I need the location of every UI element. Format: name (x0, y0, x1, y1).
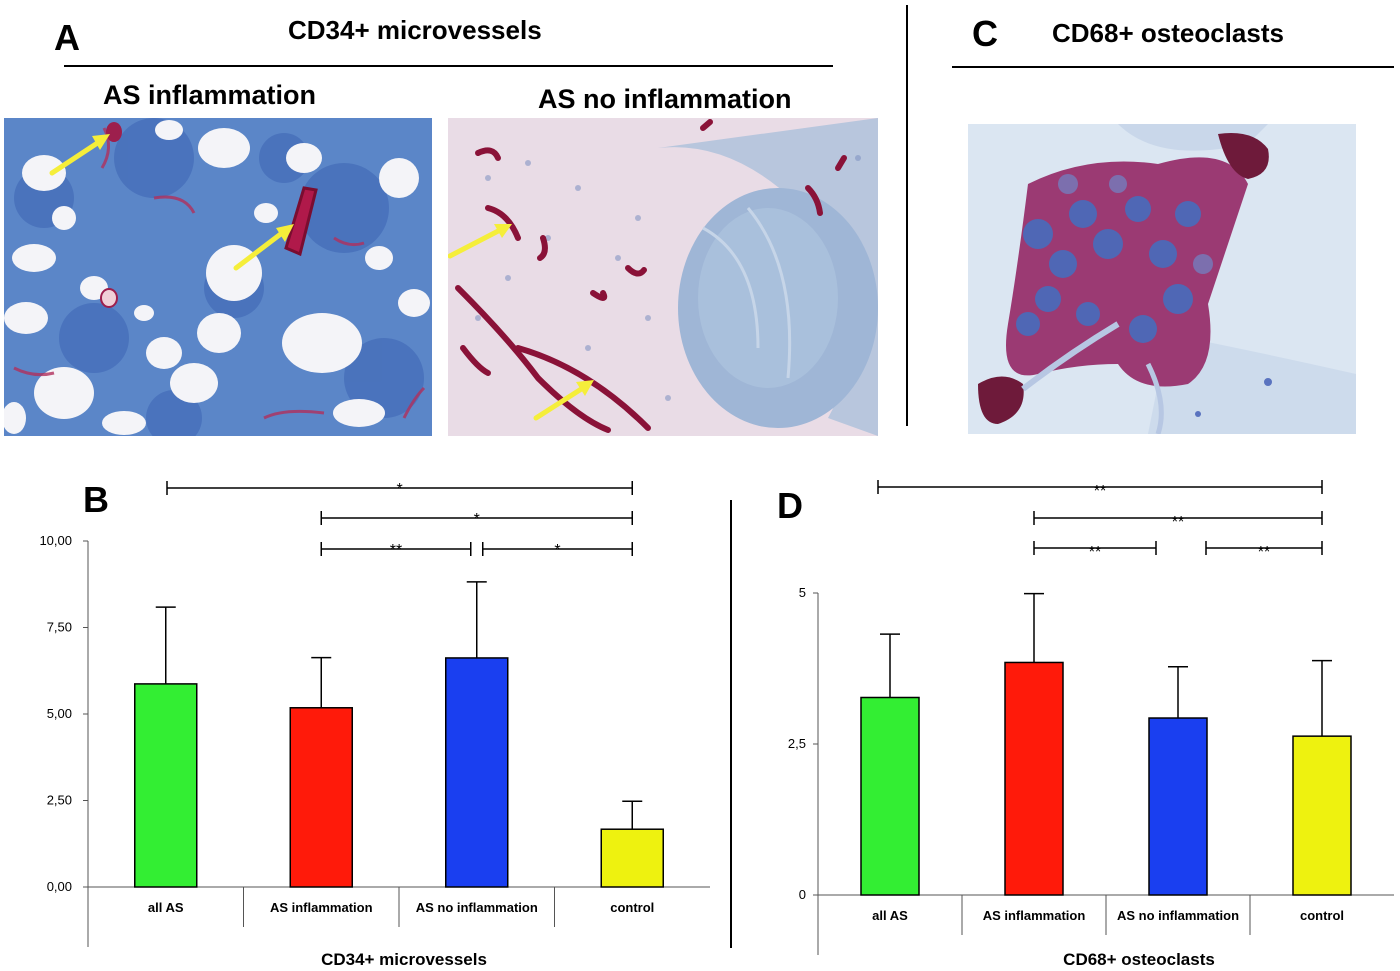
significance-label: ** (390, 542, 402, 559)
significance-bracket: * (166, 481, 633, 498)
bar-as-inflammation (1004, 661, 1064, 896)
x-tick-label: all AS (872, 908, 908, 923)
significance-bracket: ** (1205, 541, 1323, 561)
significance-bracket: ** (320, 542, 472, 559)
significance-label: ** (1172, 514, 1184, 531)
bar-as-inflammation (289, 707, 353, 888)
y-tick-label: 5,00 (47, 706, 72, 721)
micrograph-as-inflammation (4, 118, 432, 436)
x-axis-label: CD68+ osteoclasts (1063, 950, 1215, 969)
chart-d: 0 2,5 5 all AS AS inflammation AS no inflamma… (788, 480, 1394, 969)
chart-b: 0,00 2,50 5,00 7,50 10,00 all AS AS inflammati… (39, 481, 710, 969)
bar-control (1292, 735, 1352, 896)
bar-all-as (134, 683, 198, 888)
x-tick-label: AS no inflammation (416, 900, 538, 915)
x-tick-label: control (1300, 908, 1344, 923)
panel-c-title: CD68+ osteoclasts (1052, 18, 1284, 48)
panel-c-letter: C (972, 13, 998, 54)
significance-label: * (554, 542, 560, 559)
bar-all-as (860, 696, 920, 896)
panel-b-letter: B (83, 479, 109, 520)
y-tick-label: 2,50 (47, 793, 72, 808)
x-axis-label: CD34+ microvessels (321, 950, 487, 969)
x-tick-label: AS inflammation (270, 900, 373, 915)
significance-bracket: ** (1033, 511, 1323, 531)
panel-divider-bottom (730, 500, 732, 948)
x-tick-label: control (610, 900, 654, 915)
y-tick-label: 5 (799, 585, 806, 600)
significance-label: ** (1258, 544, 1270, 561)
x-tick-label: AS no inflammation (1117, 908, 1239, 923)
significance-label: ** (1089, 544, 1101, 561)
micrograph-cd68-osteoclasts (968, 124, 1356, 434)
panel-c-title-rule (952, 66, 1394, 68)
significance-label: ** (1094, 483, 1106, 500)
panel-a-letter: A (54, 17, 80, 58)
panel-a-title: CD34+ microvessels (288, 15, 542, 45)
significance-bracket: * (482, 542, 633, 559)
bar-control (600, 828, 664, 888)
x-tick-label: all AS (148, 900, 184, 915)
bar-as-no-inflammation (445, 657, 509, 888)
x-tick-label: AS inflammation (983, 908, 1086, 923)
bar-as-no-inflammation (1148, 717, 1208, 896)
significance-label: * (474, 511, 480, 528)
panel-d-letter: D (777, 485, 803, 526)
significance-bracket: ** (1033, 541, 1157, 561)
y-tick-label: 7,50 (47, 620, 72, 635)
panel-a-right-image-label: AS no inflammation (538, 84, 792, 114)
y-tick-label: 0,00 (47, 879, 72, 894)
micrograph-as-no-inflammation (448, 118, 878, 436)
y-tick-label: 2,5 (788, 736, 806, 751)
significance-bracket: * (320, 511, 633, 528)
panel-a-left-image-label: AS inflammation (103, 80, 317, 110)
y-tick-label: 0 (799, 887, 806, 902)
significance-label: * (397, 481, 403, 498)
panel-a-title-rule (64, 65, 833, 67)
panel-divider-top (906, 5, 908, 426)
y-tick-label: 10,00 (39, 533, 72, 548)
significance-bracket: ** (877, 480, 1323, 500)
